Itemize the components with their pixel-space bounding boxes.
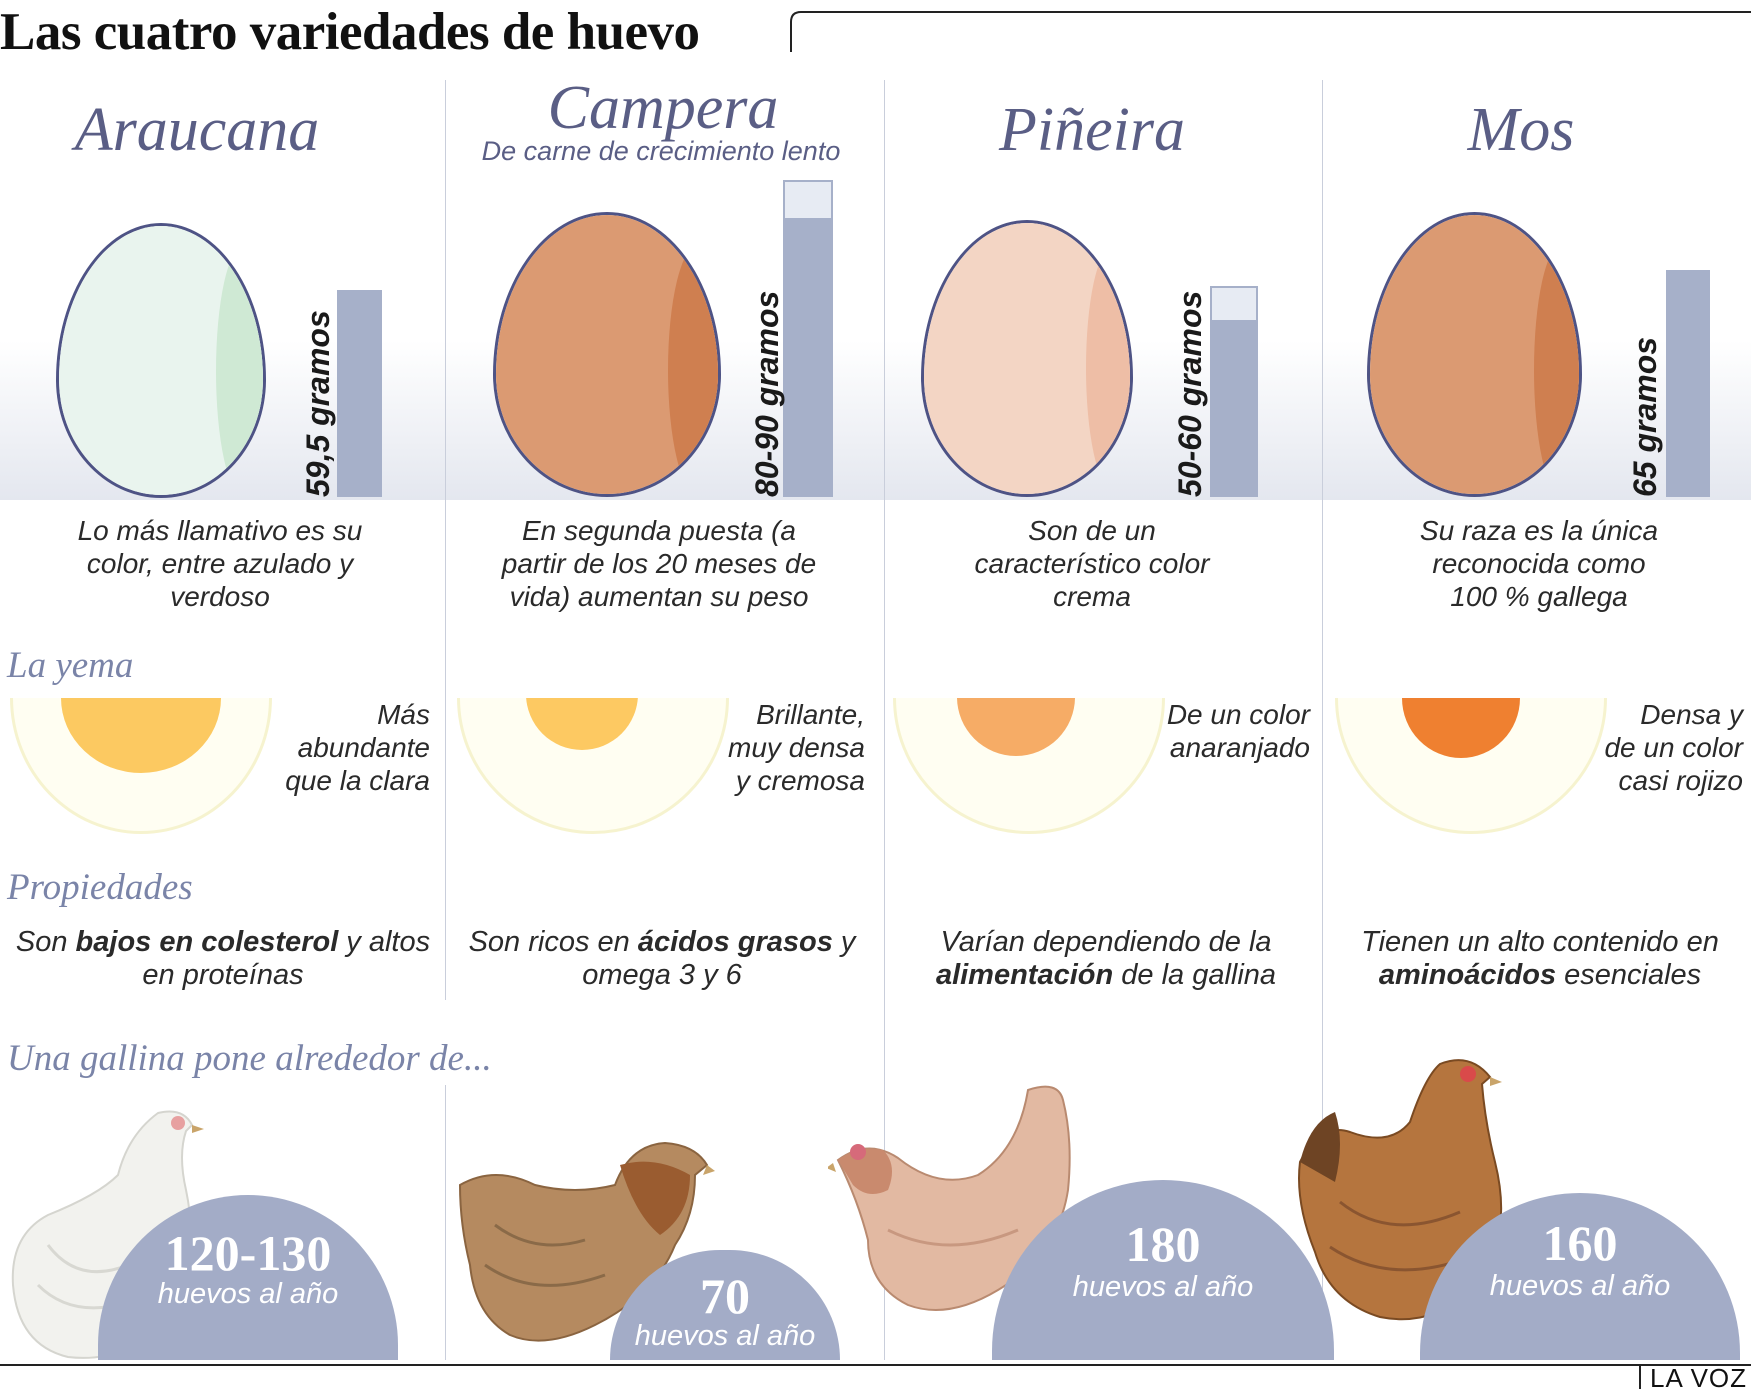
yolk-text-campera: Brillante, muy densa y cremosa <box>728 699 865 796</box>
yolk-text-araucana: Más abundante que la clara <box>285 699 430 796</box>
breed-name-mos: Mos <box>1467 96 1575 164</box>
description-pineira: Son de un característico color crema <box>974 515 1210 612</box>
property-mos: Tienen un alto contenido en aminoácidos … <box>1361 926 1719 991</box>
property-campera: Son ricos en ácidos grasos y omega 3 y 6 <box>468 926 856 991</box>
description-campera: En segunda puesta (a partir de los 20 mes… <box>501 515 817 612</box>
egg-campera <box>493 212 721 497</box>
column-divider <box>1322 80 1323 1360</box>
egg-mos <box>1367 212 1582 497</box>
yolk-mos <box>1333 698 1613 838</box>
description-mos: Su raza es la única reconocida como 100 % … <box>1419 515 1659 612</box>
weight-range-pineira <box>1210 286 1258 322</box>
weight-label-mos: 65 gramos <box>1627 336 1663 497</box>
yolk-text-mos: Densa y de un color casi rojizo <box>1604 699 1743 796</box>
page-title: Las cuatro variedades de huevo <box>0 3 700 61</box>
section-gallina: Una gallina pone alrededor de... <box>7 1038 492 1079</box>
hen-campera-icon <box>458 1141 715 1342</box>
yolk-campera <box>455 698 735 838</box>
eggs-per-year-mos: 160 huevos al año <box>1420 1193 1740 1360</box>
hen-pineira-icon <box>828 1085 1071 1311</box>
breed-name-pineira: Piñeira <box>999 96 1185 164</box>
property-pineira: Varían dependiendo de la alimentación de… <box>935 926 1277 991</box>
breed-name-campera: Campera <box>547 74 779 142</box>
weight-bar-mos <box>1666 270 1710 497</box>
weight-label-araucana: 59,5 gramos <box>300 310 336 497</box>
property-araucana: Son bajos en colesterol y altos en prote… <box>15 926 431 991</box>
yolk-araucana <box>8 698 278 838</box>
weight-bar-campera <box>783 180 833 497</box>
yolk-text-pineira: De un color anaranjado <box>1166 699 1310 763</box>
section-propiedades: Propiedades <box>7 867 193 908</box>
section-yema: La yema <box>7 645 134 686</box>
weight-label-pineira: 50-60 gramos <box>1172 290 1208 497</box>
column-divider <box>884 80 885 1360</box>
egg-pineira <box>921 220 1133 497</box>
weight-range-campera <box>783 180 833 220</box>
egg-araucana <box>56 223 266 498</box>
yolk-pineira <box>891 698 1171 838</box>
column-divider <box>445 80 446 1000</box>
weight-label-campera: 80-90 gramos <box>749 290 785 497</box>
description-araucana: Lo más llamativo es su color, entre azula… <box>77 515 363 612</box>
column-divider <box>445 1085 446 1360</box>
breed-name-araucana: Araucana <box>74 96 320 164</box>
brand-footer: LA VOZ <box>1650 1363 1748 1393</box>
breed-subtitle-campera: De carne de crecimiento lento <box>481 136 841 166</box>
weight-bar-araucana <box>337 290 382 497</box>
hen-mos-icon <box>1298 1059 1503 1321</box>
